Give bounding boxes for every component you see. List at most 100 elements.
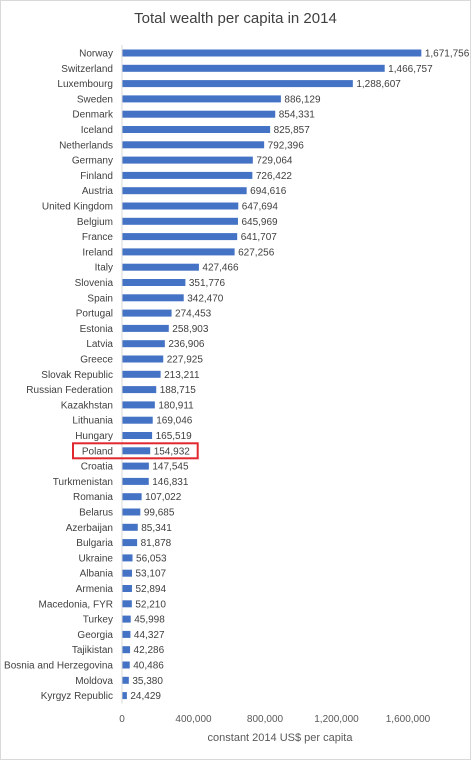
bar: [122, 263, 199, 271]
data-label: 147,545: [152, 462, 189, 473]
bar: [122, 569, 132, 577]
data-label: 56,053: [136, 553, 167, 564]
category-label: Georgia: [77, 630, 113, 641]
data-label: 107,022: [145, 492, 182, 503]
bar: [122, 95, 281, 103]
bar: [122, 279, 186, 286]
category-label: Turkey: [83, 615, 113, 626]
data-label: 258,903: [172, 324, 209, 335]
x-tick-label: 1,600,000: [386, 714, 431, 725]
x-tick-label: 1,200,000: [314, 714, 359, 725]
bar: [122, 126, 271, 133]
category-label: Ireland: [82, 247, 113, 258]
category-label: Greece: [80, 355, 113, 366]
chart-title: Total wealth per capita in 2014: [134, 10, 337, 27]
data-label: 44,327: [134, 630, 165, 641]
bar: [122, 80, 353, 88]
data-label: 52,210: [135, 599, 166, 610]
bar: [122, 355, 164, 363]
bar: [122, 49, 422, 57]
bar: [122, 585, 132, 592]
data-label: 647,694: [242, 202, 279, 213]
data-label: 792,396: [268, 140, 305, 151]
bar: [122, 217, 238, 225]
bar: [122, 676, 129, 684]
bar: [122, 64, 385, 72]
bar: [122, 692, 127, 700]
data-label: 1,671,756: [425, 49, 470, 60]
category-label: Spain: [87, 293, 113, 304]
bar: [122, 539, 138, 547]
bar: [122, 523, 138, 531]
bar: [122, 462, 149, 470]
category-label: Bosnia and Herzegovina: [4, 661, 113, 672]
bar: [122, 600, 132, 608]
data-label: 645,969: [241, 217, 278, 228]
bar: [122, 187, 247, 195]
category-label: Kyrgyz Republic: [41, 691, 113, 702]
data-label: 1,288,607: [356, 79, 401, 90]
x-tick-label: 400,000: [175, 714, 212, 725]
bar: [122, 554, 133, 562]
category-label: Ukraine: [79, 553, 114, 564]
bar: [122, 630, 131, 638]
data-label: 35,380: [132, 676, 163, 687]
data-label: 886,129: [284, 94, 321, 105]
category-label: United Kingdom: [42, 202, 113, 213]
data-label: 81,878: [141, 538, 172, 549]
category-label: Moldova: [75, 676, 113, 687]
x-tick-label: 800,000: [247, 714, 284, 725]
category-label: Armenia: [76, 584, 114, 595]
category-label: Kazakhstan: [61, 400, 113, 411]
category-label: Finland: [80, 171, 113, 182]
data-label: 180,911: [158, 400, 194, 411]
category-label: Romania: [73, 492, 113, 503]
bar: [122, 110, 276, 118]
category-label: Switzerland: [61, 64, 113, 75]
category-label: Latvia: [86, 339, 113, 350]
bar: [122, 324, 169, 332]
data-label: 236,906: [168, 339, 205, 350]
data-label: 825,857: [274, 125, 311, 136]
category-label: Sweden: [77, 94, 113, 105]
category-label: Germany: [72, 156, 113, 167]
x-tick-label: 0: [119, 714, 125, 725]
data-label: 40,486: [133, 661, 164, 672]
data-label: 726,422: [256, 171, 293, 182]
data-label: 351,776: [189, 278, 226, 289]
category-label: Bulgaria: [76, 538, 113, 549]
category-label: Azerbaijan: [66, 523, 113, 534]
category-label: Turkmenistan: [53, 477, 113, 488]
data-label: 188,715: [160, 385, 197, 396]
category-label: Norway: [79, 49, 113, 60]
category-label: Portugal: [76, 309, 113, 320]
bar: [122, 171, 253, 179]
data-label: 274,453: [175, 309, 212, 320]
bar: [122, 477, 149, 485]
data-label: 45,998: [134, 615, 165, 626]
data-label: 1,466,757: [388, 64, 433, 75]
x-axis-label: constant 2014 US$ per capita: [208, 732, 354, 744]
data-label: 227,925: [167, 355, 204, 366]
category-label: Macedonia, FYR: [39, 599, 113, 610]
category-label: Lithuania: [72, 416, 113, 427]
category-label: Slovak Republic: [41, 370, 113, 381]
data-label: 213,211: [164, 370, 200, 381]
bar: [122, 233, 238, 241]
bar: [122, 156, 253, 164]
data-label: 627,256: [238, 247, 275, 258]
category-label: Denmark: [72, 110, 114, 121]
bar: [122, 493, 142, 501]
category-label: Albania: [80, 569, 114, 580]
data-label: 694,616: [250, 186, 287, 197]
bar: [122, 340, 165, 348]
category-label: France: [82, 232, 114, 243]
data-label: 24,429: [130, 691, 161, 702]
bar: [122, 294, 184, 302]
bar: [122, 447, 151, 455]
data-label: 854,331: [279, 110, 316, 121]
bar: [122, 248, 235, 256]
bar: [122, 416, 153, 424]
data-label: 169,046: [156, 416, 193, 427]
data-label: 342,470: [187, 293, 224, 304]
